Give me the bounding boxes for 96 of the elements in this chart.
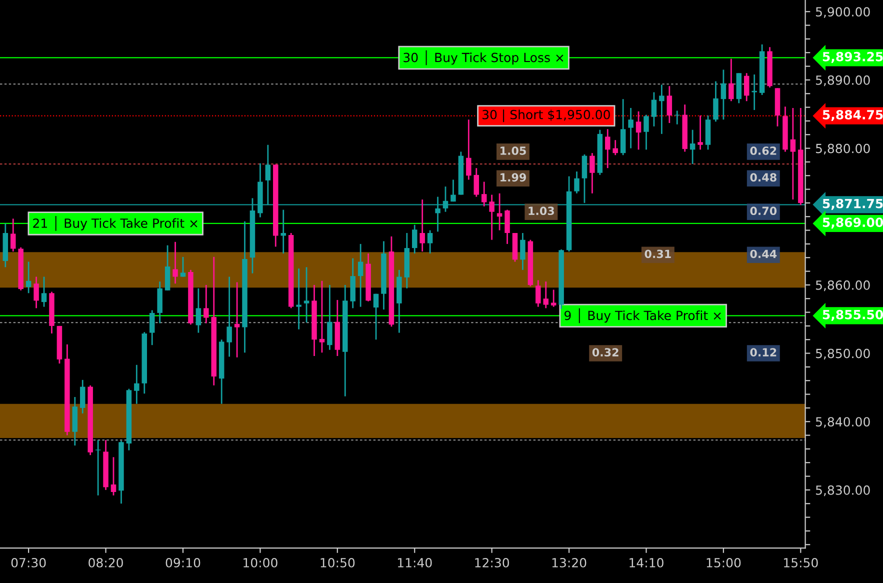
- candlestick: [612, 139, 618, 156]
- candlestick: [172, 241, 178, 284]
- candlestick: [605, 128, 610, 169]
- candlestick: [134, 364, 140, 405]
- annotation: 9 │ Buy Tick Take Profit ×: [564, 308, 721, 324]
- candlestick: [296, 268, 302, 330]
- y-tick-label: 5,830.00: [816, 485, 870, 496]
- candlestick: [481, 181, 487, 208]
- candlestick: [520, 232, 526, 271]
- candlestick: [373, 293, 379, 340]
- annotation: 0.70: [750, 206, 777, 216]
- annotation: 0.32: [592, 348, 618, 356]
- candlestick: [504, 209, 510, 245]
- candlestick: [110, 456, 116, 496]
- annotation: 1.03: [528, 206, 554, 216]
- candlestick: [234, 282, 240, 358]
- y-tick-label: 5,880.00: [816, 144, 870, 154]
- x-tick-label: 15:50: [784, 558, 818, 568]
- candlestick: [744, 72, 750, 102]
- candlestick: [442, 186, 448, 213]
- y-tick-label: 5,900.00: [816, 7, 870, 18]
- candlestick: [196, 288, 202, 334]
- y-tick-label: 5,890.00: [816, 75, 870, 86]
- x-tick-label: 12:30: [475, 558, 510, 568]
- candlestick: [651, 92, 657, 128]
- x-tick-label: 10:50: [320, 558, 355, 568]
- candlestick: [659, 84, 664, 135]
- candlestick: [636, 110, 642, 150]
- candlestick: [304, 266, 310, 324]
- candlestick: [574, 170, 580, 194]
- candlestick: [620, 98, 626, 156]
- annotation: 1.99: [500, 173, 526, 182]
- candlestick: [728, 58, 734, 102]
- annotation: 0.48: [750, 173, 776, 182]
- candlestick: [628, 107, 634, 149]
- candlestick: [34, 276, 39, 309]
- candlestick: [204, 284, 209, 324]
- candlestick: [265, 144, 271, 206]
- candlestick: [644, 114, 649, 150]
- candlestick: [713, 80, 718, 122]
- annotation: 21 │ Buy Tick Take Profit ×: [33, 216, 198, 231]
- candlestick: [435, 196, 440, 232]
- x-tick-label: 14:10: [630, 558, 664, 568]
- ref-line-label: 5,855.50: [822, 310, 883, 321]
- x-tick-label: 07:30: [11, 558, 46, 568]
- candlestick: [720, 69, 726, 120]
- candlestick: [666, 85, 672, 124]
- candlestick: [319, 280, 325, 354]
- x-tick-label: 10:00: [244, 558, 278, 568]
- candlestick: [149, 310, 155, 346]
- candlestick: [466, 118, 472, 180]
- annotation: 30 │ Buy Tick Stop Loss ×: [404, 50, 564, 66]
- annotation: 30 | Short $1,950.00: [482, 110, 610, 122]
- candlestick: [26, 261, 32, 294]
- ref-line-label: 5,893.25: [822, 52, 883, 63]
- y-tick-label: 5,850.00: [816, 348, 870, 360]
- candlestick: [41, 276, 47, 308]
- candlestick: [358, 243, 364, 308]
- annotation: 0.12: [750, 348, 776, 356]
- candlestick: [474, 167, 480, 198]
- annotation: 0.44: [750, 250, 777, 258]
- candlestick: [95, 439, 101, 496]
- ref-line-label: 5,871.75: [822, 198, 883, 210]
- candlestick: [590, 152, 595, 194]
- x-tick-label: 09:10: [166, 558, 200, 568]
- candlestick: [489, 194, 494, 241]
- candlestick: [420, 198, 425, 252]
- candlestick: [427, 230, 433, 254]
- x-tick-label: 11:40: [398, 558, 432, 568]
- candlestick: [327, 284, 332, 351]
- candlestick: [412, 224, 418, 254]
- candlestick: [10, 218, 16, 252]
- candlestick: [180, 256, 186, 278]
- candlestick: [550, 289, 556, 308]
- y-tick-label: 5,840.00: [816, 417, 870, 428]
- annotation: 1.05: [500, 146, 526, 155]
- candlestick: [690, 129, 696, 165]
- x-tick-label: 15:00: [706, 558, 741, 568]
- annotation: 0.31: [644, 250, 671, 258]
- candlestick: [698, 114, 703, 150]
- candlestick: [790, 107, 796, 200]
- candlestick: [582, 154, 588, 204]
- annotation: 0.62: [750, 146, 776, 155]
- candlestick: [450, 179, 456, 202]
- candlestick: [536, 279, 541, 308]
- x-tick-label: 13:20: [552, 558, 586, 568]
- candlestick: [496, 192, 502, 231]
- y-tick-label: 5,860.00: [816, 280, 870, 292]
- ref-line-label: 5,869.00: [822, 218, 883, 229]
- candlestick: [164, 244, 170, 292]
- candlestick: [80, 379, 86, 414]
- x-tick-label: 08:20: [88, 558, 123, 568]
- ref-line-label: 5,884.75: [822, 110, 883, 122]
- candlestick: [280, 209, 286, 254]
- candlestick: [226, 276, 232, 358]
- candlestick: [543, 280, 548, 309]
